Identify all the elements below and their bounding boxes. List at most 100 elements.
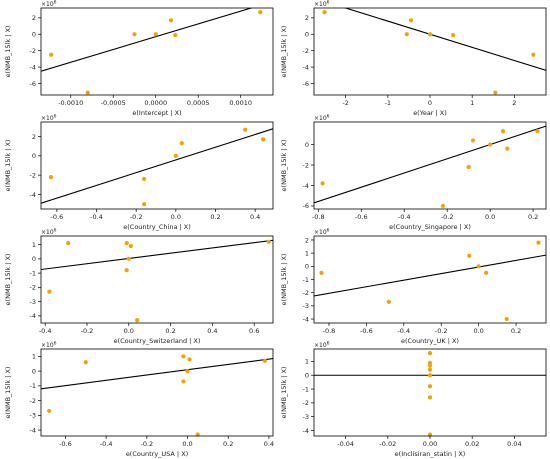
data-point xyxy=(142,176,147,182)
x-tick-label: -0.4 xyxy=(90,213,103,221)
x-tick-label: 0.00 xyxy=(423,440,437,448)
y-tick-label: 1 xyxy=(305,249,309,257)
data-point xyxy=(132,32,137,37)
x-tick-label: -0.04 xyxy=(337,440,354,448)
x-tick-label: -0.2 xyxy=(130,213,143,221)
x-tick-label: 0.6 xyxy=(249,327,259,335)
x-tick-label: -0.8 xyxy=(323,327,336,335)
x-tick-label: 0 xyxy=(428,99,432,107)
data-point xyxy=(319,270,324,276)
x-tick-label: 0.04 xyxy=(507,440,521,448)
y-tick-label: -1 xyxy=(30,269,36,277)
data-point xyxy=(179,141,184,146)
y-offset-label: ×106 xyxy=(314,341,330,350)
x-tick-label: 0.4 xyxy=(207,327,217,335)
axes-frame xyxy=(313,121,547,210)
data-point xyxy=(47,289,52,294)
x-tick-label: 0.0 xyxy=(182,440,192,448)
y-tick-label: 0 xyxy=(32,31,36,39)
data-point xyxy=(322,10,327,15)
axes-frame xyxy=(40,348,274,437)
data-point xyxy=(500,129,506,134)
y-tick-label: 1 xyxy=(32,241,36,249)
data-point xyxy=(484,270,489,276)
x-tick-label: -0.2 xyxy=(441,213,454,221)
data-point xyxy=(535,129,540,134)
data-point xyxy=(505,146,510,151)
y-tick-label: -4 xyxy=(30,191,36,199)
y-offset-label: ×106 xyxy=(41,228,57,237)
data-point xyxy=(260,137,266,142)
data-point xyxy=(124,241,129,246)
y-tick-label: -2 xyxy=(303,47,309,55)
y-tick-label: -1 xyxy=(30,382,36,390)
data-point xyxy=(427,351,433,356)
data-point xyxy=(427,367,433,372)
data-point xyxy=(66,241,71,246)
x-tick-label: -0.2 xyxy=(81,327,94,335)
y-offset-label: ×106 xyxy=(314,0,330,8)
subplot-4: -0.8 -0.6 -0.4 -0.2 0.0 0.2 -6 -4 -2 0 ×106 e(Count… xyxy=(280,114,547,231)
y-tick-label: -3 xyxy=(30,412,36,420)
y-tick-label: 1 xyxy=(305,358,309,366)
y-tick-label: -4 xyxy=(30,426,36,434)
data-point xyxy=(262,358,267,363)
subplot-6: -0.8 -0.6 -0.4 -0.2 0.0 0.2 -4 -3 -2 -1 0 1 2 ×106 e(C… xyxy=(280,228,547,345)
x-axis-label: e(Country_China | X) xyxy=(123,223,191,231)
fit-line xyxy=(314,254,546,297)
data-point xyxy=(126,256,131,261)
x-axis-label: e(Country_Singapore | X) xyxy=(389,223,471,231)
x-tick-label: 0.2 xyxy=(528,213,538,221)
x-tick-label: -0.4 xyxy=(100,440,113,448)
fit-line xyxy=(41,358,273,390)
y-tick-label: 0 xyxy=(305,372,309,380)
subplot-5: -0.4 -0.2 0.0 0.2 0.4 0.6 -4 -3 -2 -1 0 1 ×106 e(Coun… xyxy=(4,228,274,345)
y-tick-label: -1 xyxy=(303,276,309,284)
data-point xyxy=(128,243,133,249)
y-tick-label: -3 xyxy=(30,298,36,306)
fit-line xyxy=(41,239,273,271)
data-point xyxy=(135,318,140,323)
x-tick-label: -0.6 xyxy=(360,327,373,335)
x-tick-label: 0.0 xyxy=(473,327,483,335)
y-tick-label: -4 xyxy=(303,182,309,190)
y-tick-label: -2 xyxy=(303,399,309,407)
data-point xyxy=(427,373,433,378)
y-tick-label: -6 xyxy=(303,80,309,88)
subplot-1: -0.0010 -0.0005 0.0000 0.0005 0.0010 -6 -4 -2 0 2… xyxy=(4,0,274,117)
y-tick-label: -2 xyxy=(30,284,36,292)
x-tick-label: 0.0005 xyxy=(187,99,210,107)
x-tick-label: -2 xyxy=(342,99,348,107)
data-point xyxy=(83,360,88,365)
y-tick-label: -4 xyxy=(30,63,36,71)
x-axis-label: e(Country_UK | X) xyxy=(401,337,459,345)
x-tick-label: 1 xyxy=(470,99,474,107)
y-axis-label: e(NMB_15lk | X) xyxy=(280,26,288,78)
x-tick-label: 0.4 xyxy=(250,213,260,221)
data-point xyxy=(427,395,433,400)
y-axis-label: e(NMB_15lk | X) xyxy=(280,367,288,419)
y-tick-label: 0 xyxy=(305,31,309,39)
data-point xyxy=(47,408,52,414)
x-tick-label: -0.4 xyxy=(398,213,411,221)
x-tick-label: -0.4 xyxy=(39,327,52,335)
y-tick-label: -2 xyxy=(303,161,309,169)
x-tick-label: 0.0000 xyxy=(144,99,167,107)
y-offset-label: ×106 xyxy=(314,228,330,237)
y-tick-label: -4 xyxy=(303,63,309,71)
x-axis-label: e(Inclisiran_statin | X) xyxy=(395,450,466,458)
data-point xyxy=(173,32,178,38)
data-point xyxy=(427,363,433,368)
x-tick-label: 0.4 xyxy=(264,440,274,448)
subplot-8: -0.04 -0.02 0.00 0.02 0.04 -4 -3 -2 -1 0 1 ×106 e(In… xyxy=(280,341,547,458)
data-point xyxy=(536,240,541,245)
data-point xyxy=(488,142,493,147)
y-axis-label: e(NMB_15lk | X) xyxy=(4,26,12,78)
x-tick-label: -0.4 xyxy=(397,327,410,335)
x-tick-label: 0.2 xyxy=(511,327,521,335)
y-tick-label: 0 xyxy=(305,141,309,149)
subplot-2: -2 -1 0 1 2 -6 -4 -2 0 2 ×106 e(Year | X) e(NMB_15lk… xyxy=(280,0,547,117)
y-offset-label: ×106 xyxy=(41,114,57,123)
data-point xyxy=(404,32,409,37)
y-axis-label: e(NMB_15lk | X) xyxy=(280,254,288,306)
